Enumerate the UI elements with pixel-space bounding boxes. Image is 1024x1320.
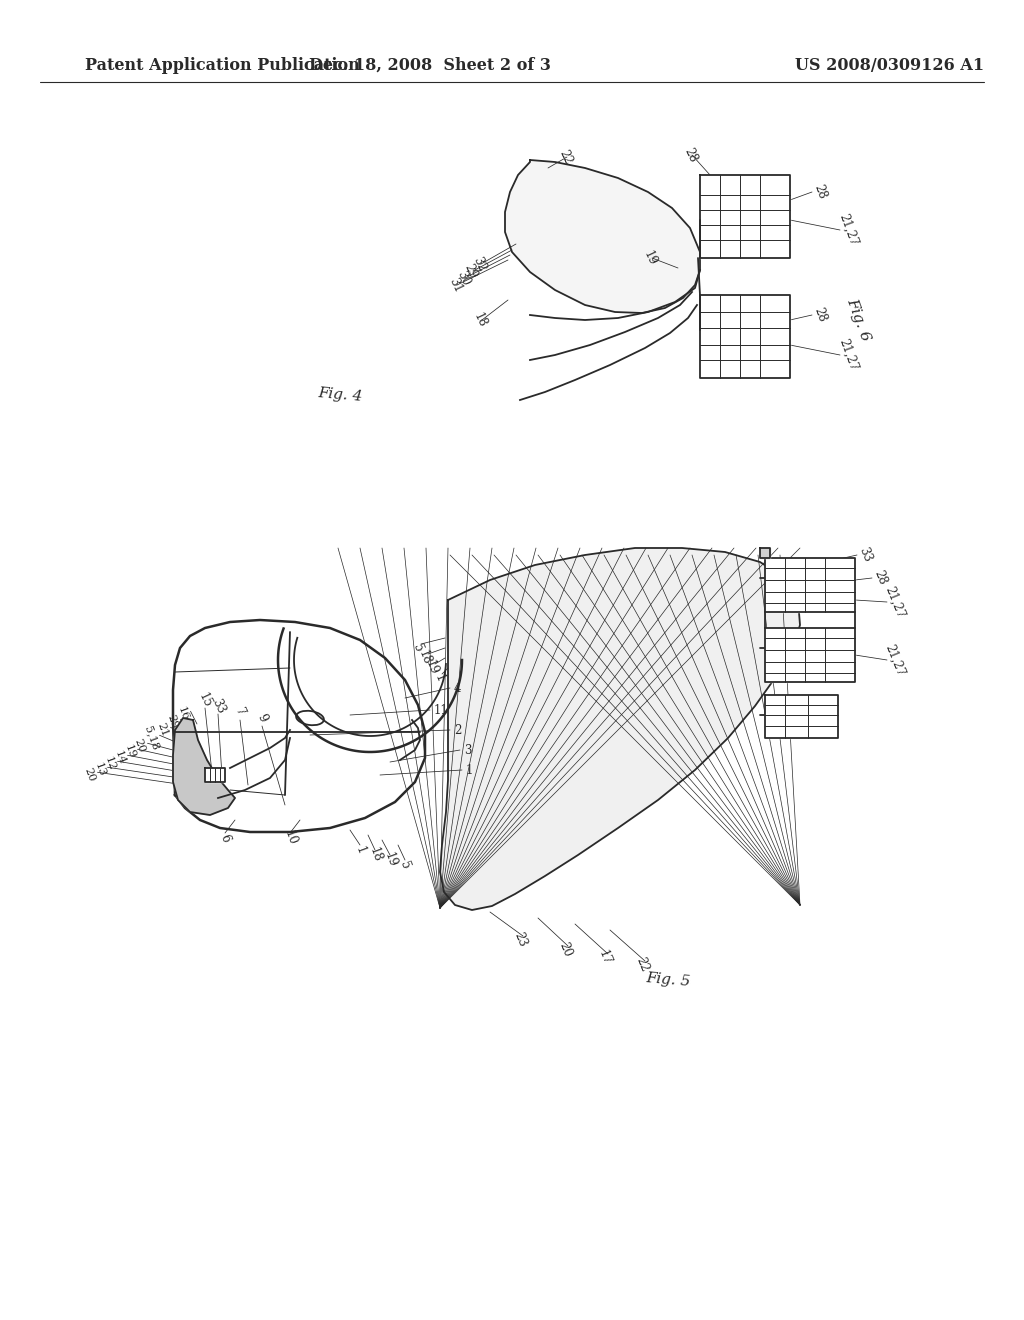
Text: Patent Application Publication: Patent Application Publication — [85, 57, 359, 74]
Text: 21,27: 21,27 — [837, 337, 860, 374]
Text: 30: 30 — [454, 268, 472, 288]
Text: 21: 21 — [156, 722, 170, 738]
Text: 3: 3 — [464, 743, 471, 756]
Text: 21,27: 21,27 — [837, 213, 860, 248]
Text: Dec. 18, 2008  Sheet 2 of 3: Dec. 18, 2008 Sheet 2 of 3 — [309, 57, 551, 74]
Text: 31: 31 — [446, 276, 464, 294]
Text: 11: 11 — [434, 704, 449, 717]
Polygon shape — [765, 628, 855, 682]
Polygon shape — [760, 548, 770, 558]
Text: 32: 32 — [470, 255, 488, 273]
Text: 33: 33 — [856, 545, 873, 565]
Text: Fig. 5: Fig. 5 — [645, 972, 691, 989]
Text: 5,18: 5,18 — [143, 725, 161, 751]
Text: 4: 4 — [454, 681, 462, 694]
Text: 9: 9 — [255, 711, 269, 725]
Text: 28: 28 — [871, 569, 889, 587]
Text: 10: 10 — [282, 829, 299, 847]
Text: 29: 29 — [166, 714, 180, 730]
Text: 15: 15 — [196, 690, 214, 709]
Text: 20: 20 — [133, 738, 147, 755]
Text: 16: 16 — [176, 706, 190, 722]
Text: 18: 18 — [471, 310, 489, 330]
Text: 20: 20 — [556, 941, 573, 960]
Polygon shape — [505, 160, 700, 313]
Text: 33: 33 — [209, 697, 227, 715]
Text: 19: 19 — [423, 659, 440, 677]
Text: 28: 28 — [681, 145, 699, 165]
Text: 21,27: 21,27 — [883, 583, 907, 620]
Text: 1: 1 — [431, 672, 446, 684]
Text: 28: 28 — [811, 183, 828, 201]
Text: 12: 12 — [102, 755, 117, 772]
Text: 18: 18 — [416, 648, 434, 668]
Text: Fig. 6: Fig. 6 — [844, 297, 872, 343]
Text: 6: 6 — [218, 832, 232, 843]
Text: 19: 19 — [641, 248, 659, 268]
Text: 29: 29 — [462, 261, 480, 280]
Text: 13: 13 — [93, 762, 108, 779]
Text: 14: 14 — [113, 750, 127, 767]
Text: 28: 28 — [811, 306, 828, 325]
Text: US 2008/0309126 A1: US 2008/0309126 A1 — [796, 57, 984, 74]
Text: 5: 5 — [411, 642, 425, 653]
Text: 22: 22 — [633, 956, 651, 974]
Polygon shape — [173, 620, 425, 832]
Text: 21,27: 21,27 — [883, 642, 907, 678]
Text: 17: 17 — [596, 949, 613, 968]
Text: 22: 22 — [556, 148, 574, 166]
Text: 19: 19 — [123, 743, 137, 760]
Polygon shape — [440, 548, 800, 909]
Text: 1: 1 — [466, 763, 473, 776]
Polygon shape — [765, 696, 838, 738]
Text: 23: 23 — [511, 931, 528, 949]
Text: 5: 5 — [397, 859, 413, 871]
Text: 18: 18 — [367, 846, 384, 865]
Polygon shape — [205, 768, 225, 781]
Text: 19: 19 — [381, 851, 398, 869]
Text: 2: 2 — [454, 723, 462, 737]
Polygon shape — [700, 294, 790, 378]
Polygon shape — [700, 176, 790, 257]
Text: 7: 7 — [232, 706, 248, 718]
Polygon shape — [173, 718, 234, 814]
Text: Fig. 4: Fig. 4 — [317, 385, 362, 404]
Text: 20: 20 — [83, 767, 97, 783]
Polygon shape — [765, 558, 855, 612]
Text: 1: 1 — [352, 845, 368, 855]
